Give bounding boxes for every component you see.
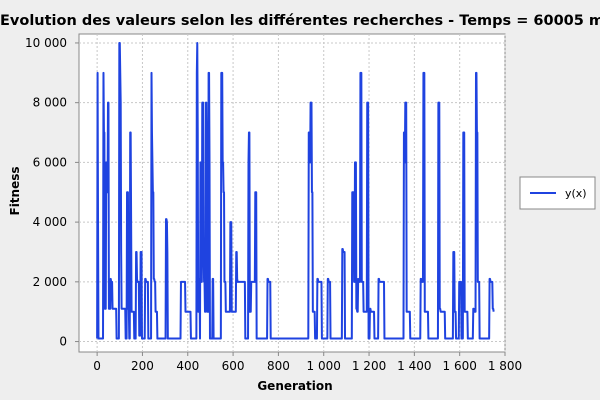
x-axis-title: Generation — [257, 379, 332, 393]
y-tick-label: 4 000 — [33, 215, 67, 229]
legend: y(x) — [519, 176, 596, 210]
legend-label-y-x: y(x) — [565, 187, 587, 200]
x-tick-label: 1 000 — [307, 359, 341, 373]
y-axis-title: Fitness — [8, 166, 22, 215]
y-tick-label: 0 — [59, 335, 67, 349]
y-tick-label: 10 000 — [25, 36, 67, 50]
x-tick-label: 1 400 — [397, 359, 431, 373]
x-tick-label: 0 — [93, 359, 101, 373]
y-tick-label: 2 000 — [33, 275, 67, 289]
x-tick-label: 1 600 — [443, 359, 477, 373]
chart-title: Evolution des valeurs selon les différen… — [0, 13, 600, 29]
x-tick-label: 1 200 — [352, 359, 386, 373]
x-tick-label: 200 — [131, 359, 154, 373]
x-tick-label: 1 800 — [488, 359, 522, 373]
axes: 0 200 400 600 800 1 000 1 200 1 400 1 600 1 800 0 2… — [25, 36, 522, 373]
x-tick-label: 400 — [176, 359, 199, 373]
y-tick-label: 6 000 — [33, 155, 67, 169]
series-line — [96, 41, 495, 340]
x-tick-label: 800 — [267, 359, 290, 373]
y-tick-label: 8 000 — [33, 96, 67, 110]
x-tick-label: 600 — [222, 359, 245, 373]
plot-area — [78, 33, 506, 353]
series-y-x — [96, 41, 495, 340]
